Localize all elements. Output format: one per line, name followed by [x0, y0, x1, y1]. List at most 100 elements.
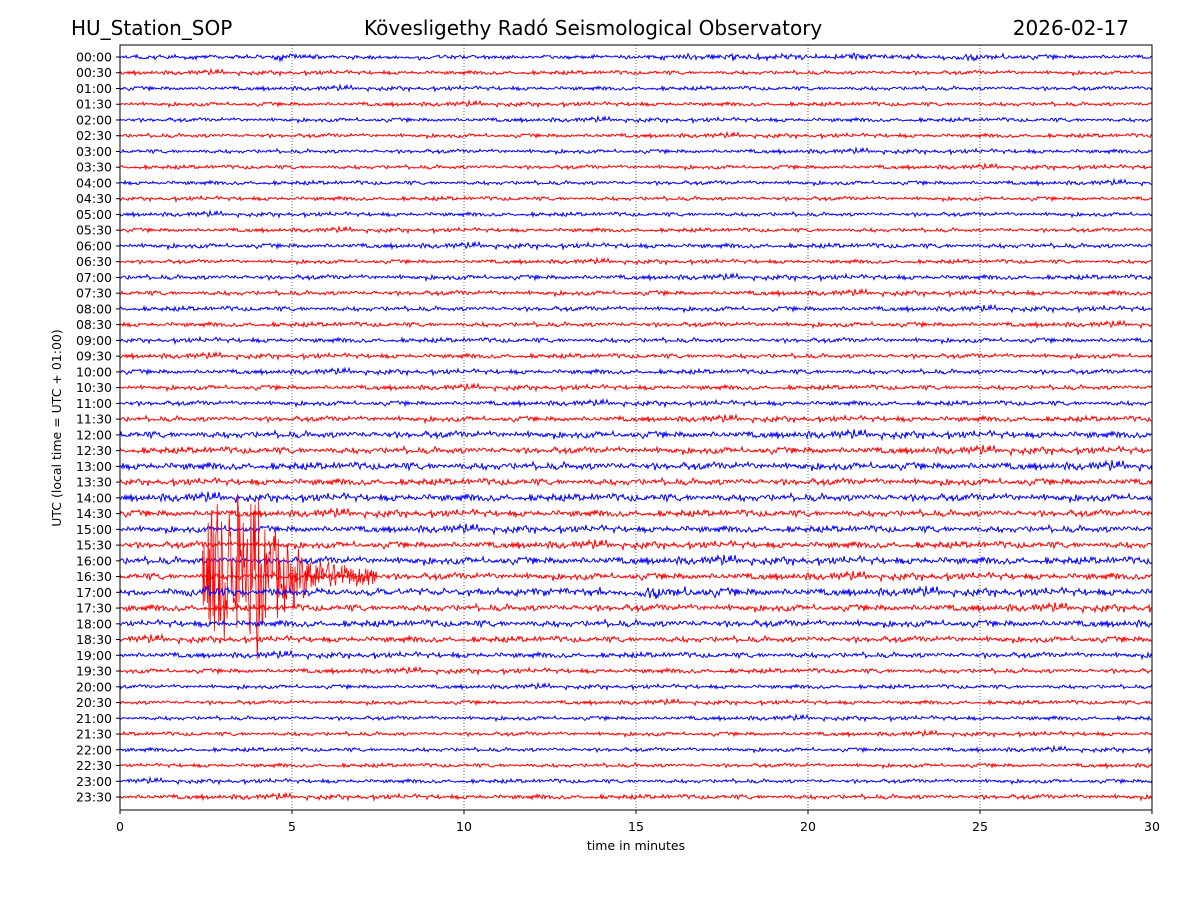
- trace-22:00: [119, 744, 1153, 755]
- trace-10:30: [119, 382, 1153, 393]
- trace-03:30: [119, 161, 1152, 172]
- trace-02:00: [119, 114, 1152, 125]
- y-tick-label: 01:00: [76, 81, 112, 96]
- trace-21:00: [119, 712, 1153, 723]
- y-tick-label: 22:30: [76, 758, 112, 773]
- x-axis-label: time in minutes: [587, 838, 685, 853]
- trace-14:30: [119, 507, 1153, 520]
- y-tick-label: 21:30: [76, 727, 112, 742]
- y-tick-label: 10:30: [76, 380, 112, 395]
- trace-17:30: [119, 601, 1153, 615]
- y-tick-label: 04:30: [76, 191, 112, 206]
- trace-11:30: [119, 413, 1153, 425]
- trace-03:00: [119, 146, 1153, 156]
- y-tick-label: 12:00: [76, 427, 112, 442]
- y-tick-label: 17:00: [76, 585, 112, 600]
- y-tick-label: 08:30: [76, 317, 112, 332]
- trace-05:30: [119, 224, 1153, 235]
- trace-08:00: [119, 303, 1153, 314]
- trace-02:30: [119, 130, 1153, 140]
- trace-09:00: [119, 335, 1153, 346]
- y-tick-label: 05:30: [76, 223, 112, 238]
- trace-04:30: [119, 194, 1153, 203]
- trace-19:00: [119, 649, 1153, 661]
- y-tick-label: 21:00: [76, 711, 112, 726]
- trace-20:00: [119, 681, 1153, 692]
- y-tick-label: 03:00: [76, 144, 112, 159]
- y-tick-label: 19:00: [76, 648, 112, 663]
- y-tick-label: 12:30: [76, 443, 112, 458]
- trace-07:30: [119, 287, 1153, 299]
- trace-04:00: [119, 177, 1153, 187]
- y-tick-label: 14:00: [76, 490, 112, 505]
- x-tick-label: 20: [800, 819, 816, 834]
- trace-15:30: [119, 538, 1153, 552]
- y-tick-label: 14:30: [76, 506, 112, 521]
- trace-05:00: [119, 209, 1153, 219]
- trace-07:00: [119, 272, 1153, 283]
- y-tick-label: 13:30: [76, 475, 112, 490]
- chart-title: Kövesligethy Radó Seismological Observat…: [364, 16, 823, 40]
- y-tick-label: 20:00: [76, 679, 112, 694]
- trace-17:00: [119, 584, 1153, 600]
- trace-01:30: [119, 98, 1153, 109]
- y-tick-label: 08:00: [76, 301, 112, 316]
- y-tick-label: 11:30: [76, 412, 112, 427]
- y-tick-label: 06:30: [76, 254, 112, 269]
- earthquake-signal: [202, 493, 378, 660]
- trace-20:30: [119, 697, 1153, 707]
- y-tick-label: 02:00: [76, 112, 112, 127]
- y-tick-label: 20:30: [76, 695, 112, 710]
- y-tick-label: 05:00: [76, 207, 112, 222]
- x-tick-label: 10: [456, 819, 472, 834]
- trace-22:30: [119, 761, 1153, 770]
- trace-21:30: [119, 728, 1153, 739]
- y-tick-label: 16:30: [76, 569, 112, 584]
- y-tick-label: 15:30: [76, 538, 112, 553]
- trace-09:30: [119, 350, 1153, 362]
- y-axis-label: UTC (local time = UTC + 01:00): [49, 329, 64, 527]
- trace-13:00: [119, 459, 1153, 472]
- trace-19:30: [119, 665, 1153, 677]
- trace-13:30: [119, 476, 1153, 488]
- trace-12:30: [119, 444, 1153, 458]
- y-tick-label: 02:30: [76, 128, 112, 143]
- y-tick-label: 00:00: [76, 50, 112, 65]
- trace-12:00: [119, 428, 1153, 442]
- trace-18:30: [119, 632, 1153, 646]
- y-tick-label: 17:30: [76, 601, 112, 616]
- x-tick-label: 15: [628, 819, 644, 834]
- y-tick-label: 07:30: [76, 286, 112, 301]
- y-tick-label: 19:30: [76, 664, 112, 679]
- y-tick-label: 18:30: [76, 632, 112, 647]
- trace-06:00: [119, 240, 1153, 251]
- y-tick-label: 07:00: [76, 270, 112, 285]
- y-tick-label: 10:00: [76, 364, 112, 379]
- y-tick-label: 04:00: [76, 175, 112, 190]
- y-tick-label: 03:30: [76, 160, 112, 175]
- y-tick-label: 09:30: [76, 349, 112, 364]
- y-tick-label: 22:00: [76, 742, 112, 757]
- trace-16:30: [119, 570, 1153, 583]
- y-tick-label: 23:00: [76, 774, 112, 789]
- trace-23:00: [119, 775, 1153, 786]
- y-tick-label: 18:00: [76, 616, 112, 631]
- trace-06:30: [119, 256, 1152, 266]
- trace-08:30: [119, 319, 1153, 330]
- y-tick-label: 11:00: [76, 396, 112, 411]
- trace-00:30: [119, 67, 1153, 78]
- trace-15:00: [119, 522, 1153, 536]
- x-tick-label: 0: [116, 819, 124, 834]
- trace-18:00: [119, 618, 1153, 629]
- trace-14:00: [119, 490, 1153, 504]
- trace-01:00: [119, 83, 1153, 93]
- y-tick-label: 15:00: [76, 522, 112, 537]
- trace-11:00: [119, 397, 1153, 409]
- trace-16:00: [119, 553, 1153, 567]
- trace-00:00: [119, 51, 1153, 63]
- y-tick-label: 06:00: [76, 238, 112, 253]
- trace-23:30: [119, 791, 1153, 802]
- y-tick-label: 13:00: [76, 459, 112, 474]
- y-tick-label: 01:30: [76, 97, 112, 112]
